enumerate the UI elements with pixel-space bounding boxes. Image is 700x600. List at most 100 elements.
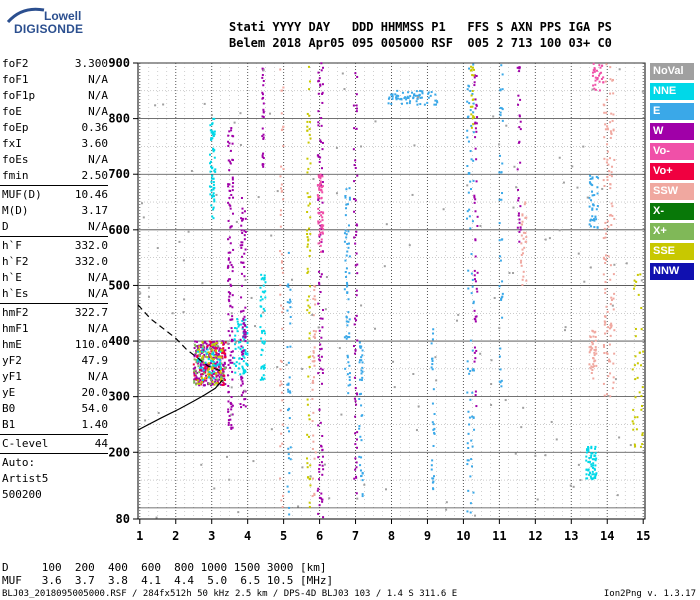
echo-point bbox=[521, 223, 524, 226]
echo-point bbox=[240, 261, 243, 264]
echo-point bbox=[345, 320, 348, 323]
echo-point bbox=[361, 349, 364, 352]
echo-point bbox=[346, 242, 349, 245]
parameter-value: 110.0 bbox=[74, 338, 108, 351]
echo-point bbox=[206, 368, 209, 371]
echo-point bbox=[514, 452, 517, 455]
echo-point bbox=[593, 351, 596, 354]
echo-point bbox=[203, 346, 206, 349]
echo-point bbox=[210, 165, 213, 168]
echo-point bbox=[474, 127, 477, 130]
echo-point bbox=[612, 376, 615, 379]
echo-point bbox=[244, 349, 247, 352]
echo-point bbox=[287, 447, 290, 450]
echo-point bbox=[606, 352, 609, 355]
echo-point bbox=[348, 376, 351, 379]
echo-point bbox=[359, 346, 362, 349]
parameter-value: 10.46 bbox=[74, 188, 108, 201]
echo-point bbox=[279, 380, 282, 383]
echo-point bbox=[307, 375, 310, 378]
echo-point bbox=[355, 466, 358, 469]
echo-point bbox=[427, 92, 430, 95]
echo-point bbox=[500, 385, 503, 388]
echo-point bbox=[226, 455, 229, 458]
echo-point bbox=[353, 210, 356, 213]
echo-point bbox=[349, 383, 352, 386]
echo-point bbox=[470, 68, 473, 71]
parameter-value: N/A bbox=[88, 287, 108, 300]
echo-point bbox=[320, 117, 323, 120]
echo-point bbox=[240, 351, 243, 354]
echo-point bbox=[607, 255, 610, 258]
echo-point bbox=[242, 309, 245, 312]
echo-point bbox=[634, 445, 637, 448]
echo-point bbox=[431, 368, 434, 371]
echo-point bbox=[206, 348, 209, 351]
echo-point bbox=[319, 84, 322, 87]
echo-point bbox=[321, 148, 324, 151]
echo-point bbox=[466, 463, 469, 466]
echo-point bbox=[215, 349, 218, 352]
echo-point bbox=[194, 353, 197, 356]
echo-point bbox=[354, 349, 357, 352]
echo-point bbox=[203, 102, 206, 105]
echo-point bbox=[219, 371, 222, 374]
echo-point bbox=[577, 252, 580, 255]
echo-point bbox=[261, 154, 264, 157]
echo-point bbox=[603, 323, 606, 326]
echo-point bbox=[244, 351, 247, 354]
echo-point bbox=[590, 447, 593, 450]
echo-point bbox=[473, 81, 476, 84]
echo-point bbox=[473, 84, 476, 87]
echo-point bbox=[361, 495, 364, 498]
echo-point bbox=[240, 358, 243, 361]
echo-point bbox=[466, 391, 469, 394]
echo-point bbox=[467, 171, 470, 174]
echo-point bbox=[603, 315, 606, 318]
echo-point bbox=[196, 379, 199, 382]
echo-point bbox=[594, 451, 597, 454]
echo-point bbox=[202, 361, 205, 364]
echo-point bbox=[236, 318, 239, 321]
echo-point bbox=[260, 330, 263, 333]
echo-point bbox=[612, 297, 615, 300]
echo-point bbox=[314, 298, 317, 301]
legend-entry: X+ bbox=[650, 223, 694, 240]
echo-point bbox=[471, 415, 474, 418]
echo-point bbox=[604, 261, 607, 264]
echo-point bbox=[469, 227, 472, 230]
echo-point bbox=[610, 112, 613, 115]
echo-point bbox=[588, 363, 591, 366]
echo-point bbox=[286, 426, 289, 429]
echo-point bbox=[361, 493, 364, 496]
echo-point bbox=[262, 102, 265, 105]
echo-point bbox=[241, 211, 244, 214]
echo-point bbox=[473, 360, 476, 363]
echo-point bbox=[593, 476, 596, 479]
echo-point bbox=[544, 454, 547, 457]
echo-point bbox=[229, 361, 232, 364]
echo-point bbox=[237, 322, 240, 325]
echo-point bbox=[588, 351, 591, 354]
echo-point bbox=[246, 364, 249, 367]
echo-point bbox=[563, 329, 566, 332]
y-tick-label: 80 bbox=[116, 512, 130, 526]
y-tick-label: 800 bbox=[108, 112, 130, 126]
echo-point bbox=[221, 340, 224, 343]
echo-point bbox=[343, 288, 346, 291]
echo-point bbox=[306, 398, 309, 401]
echo-point bbox=[306, 129, 309, 132]
echo-point bbox=[594, 359, 597, 362]
echo-point bbox=[307, 239, 310, 242]
echo-point bbox=[240, 384, 243, 387]
echo-point bbox=[361, 361, 364, 364]
echo-point bbox=[230, 396, 233, 399]
echo-point bbox=[194, 377, 197, 380]
echo-point bbox=[199, 369, 202, 372]
echo-point bbox=[281, 189, 284, 192]
echo-point bbox=[212, 353, 215, 356]
echo-point bbox=[240, 323, 243, 326]
echo-point bbox=[239, 347, 242, 350]
echo-point bbox=[139, 292, 142, 295]
echo-point bbox=[239, 143, 242, 146]
